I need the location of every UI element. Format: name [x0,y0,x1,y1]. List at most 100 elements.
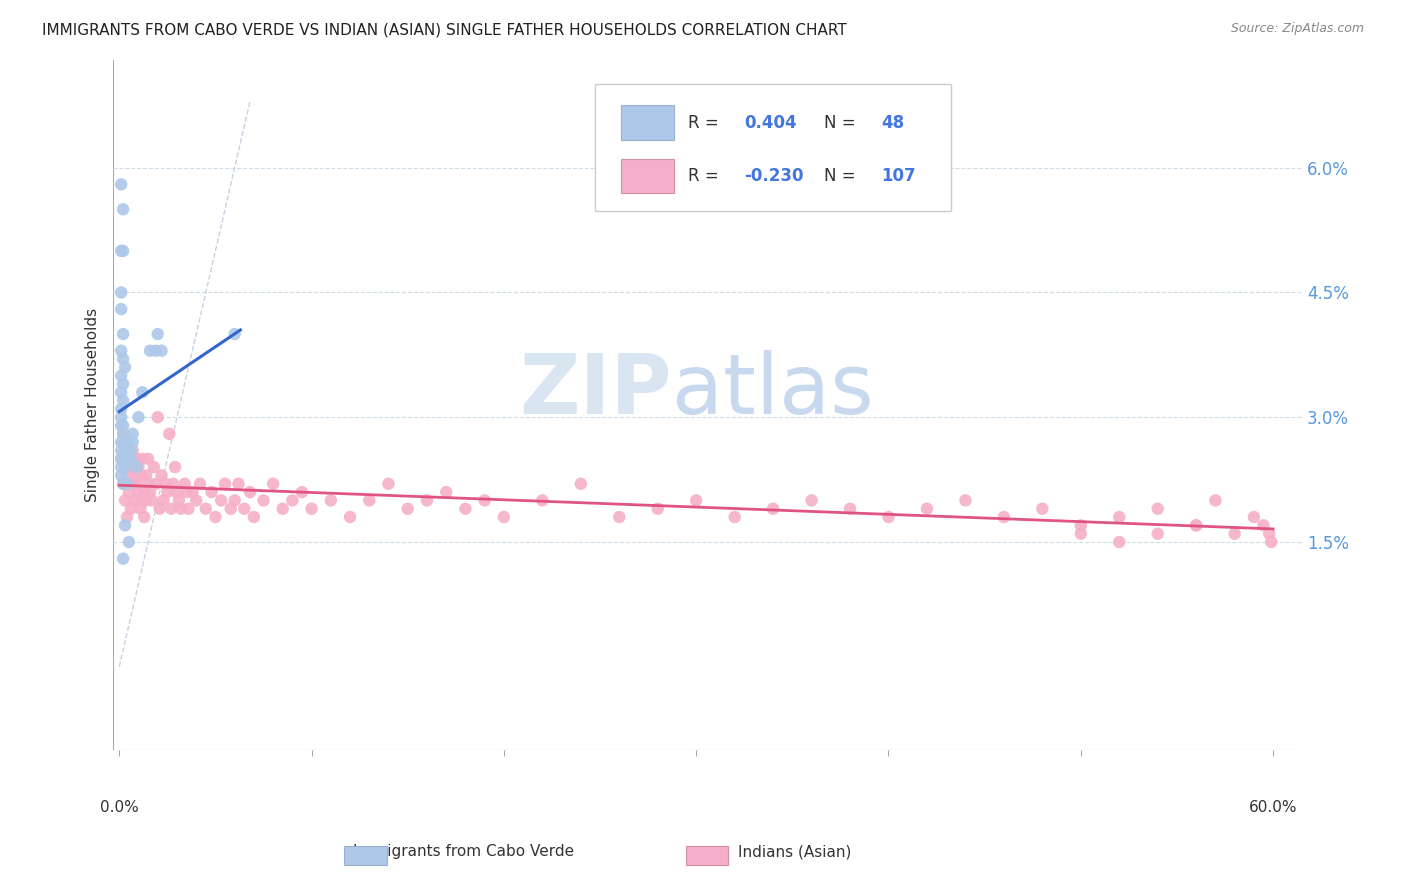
Point [139,485,162,500]
Point [118,435,141,450]
Point [204,510,226,524]
Point [120,443,142,458]
Point [145,476,167,491]
Point [724,510,747,524]
Point [219,501,242,516]
Point [124,468,146,483]
Point [162,476,184,491]
Point [114,360,136,375]
Text: 0.0%: 0.0% [100,800,139,814]
Point [1108,535,1130,549]
Point [214,476,236,491]
Point [110,285,132,300]
Point [121,426,143,441]
Point [186,493,208,508]
Point [607,510,630,524]
Text: IMMIGRANTS FROM CABO VERDE VS INDIAN (ASIAN) SINGLE FATHER HOUSEHOLDS CORRELATIO: IMMIGRANTS FROM CABO VERDE VS INDIAN (AS… [42,22,846,37]
Text: 60.0%: 60.0% [1249,800,1298,814]
Point [134,485,156,500]
Point [156,485,179,500]
Text: R =: R = [688,167,724,185]
Point [1260,535,1282,549]
Point [112,351,135,366]
Point [224,327,246,342]
Point [377,476,399,491]
Point [120,501,142,516]
Point [177,501,200,516]
Text: N =: N = [824,113,860,131]
Point [112,435,135,450]
Point [877,510,900,524]
Point [993,510,1015,524]
Point [128,460,150,475]
Point [1070,526,1092,541]
Point [128,485,150,500]
FancyBboxPatch shape [595,84,952,211]
Text: Immigrants from Cabo Verde: Immigrants from Cabo Verde [353,845,575,859]
Point [762,501,785,516]
Point [176,485,198,500]
Point [1146,526,1168,541]
Text: Source: ZipAtlas.com: Source: ZipAtlas.com [1230,22,1364,36]
Point [141,493,163,508]
Point [125,476,148,491]
Point [114,493,136,508]
Point [129,468,152,483]
Point [125,451,148,466]
Point [319,493,342,508]
Text: -0.230: -0.230 [745,167,804,185]
Point [173,476,195,491]
Point [1185,518,1208,533]
Text: ZIP: ZIP [520,351,672,432]
Point [209,493,232,508]
Point [474,493,496,508]
Point [131,493,153,508]
Point [110,368,132,383]
Point [112,551,135,566]
Point [115,468,138,483]
Point [839,501,862,516]
Text: R =: R = [688,113,724,131]
Point [271,501,294,516]
Point [114,443,136,458]
Point [647,501,669,516]
Point [146,410,169,425]
Point [167,493,190,508]
Point [115,476,138,491]
Point [114,518,136,533]
Point [1243,510,1265,524]
Point [134,510,156,524]
Point [110,451,132,466]
Point [110,451,132,466]
Point [131,385,153,400]
Point [188,476,211,491]
Point [800,493,823,508]
Point [110,385,132,400]
Point [339,510,361,524]
Point [281,493,304,508]
Point [142,460,165,475]
Point [163,460,186,475]
Point [155,476,177,491]
Point [121,476,143,491]
Point [110,302,132,317]
Point [114,460,136,475]
Point [150,468,173,483]
Point [136,451,159,466]
Point [1146,501,1168,516]
Text: 0.404: 0.404 [745,113,797,131]
Text: atlas: atlas [672,351,873,432]
Point [239,485,262,500]
Point [110,178,132,192]
Point [160,501,183,516]
Point [157,426,180,441]
Text: 107: 107 [882,167,915,185]
Point [128,410,150,425]
Point [1223,526,1246,541]
Point [120,451,142,466]
Point [1258,526,1281,541]
Point [569,476,592,491]
Point [146,327,169,342]
Point [135,493,157,508]
Point [416,493,439,508]
